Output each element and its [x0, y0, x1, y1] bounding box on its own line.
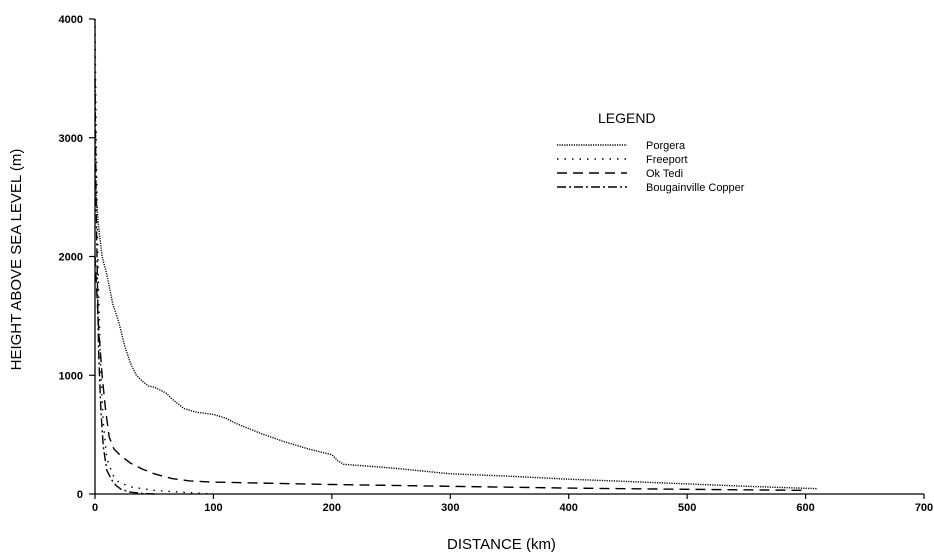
y-tick-label: 1000	[59, 370, 83, 382]
x-tick-label: 500	[678, 502, 696, 514]
legend-label-freeport: Freeport	[646, 154, 688, 166]
series-line-freeport	[94, 18, 214, 495]
legend-label-bougainville-copper: Bougainville Copper	[646, 182, 745, 194]
series-line-porgera	[94, 173, 818, 490]
x-tick-label: 700	[915, 502, 933, 514]
x-axis-title: DISTANCE (km)	[447, 536, 556, 553]
x-tick-label: 200	[323, 502, 341, 514]
legend-title: LEGEND	[598, 110, 656, 126]
y-tick-label: 4000	[59, 14, 83, 26]
x-tick-label: 300	[441, 502, 459, 514]
x-tick-label: 600	[796, 502, 814, 514]
y-tick-label: 3000	[59, 133, 83, 145]
x-tick-label: 100	[204, 502, 222, 514]
legend-label-porgera: Porgera	[646, 140, 686, 152]
y-tick-label: 2000	[59, 252, 83, 264]
series-line-ok-tedi	[94, 256, 806, 492]
y-axis-title: HEIGHT ABOVE SEA LEVEL (m)	[8, 149, 25, 371]
x-tick-label: 400	[560, 502, 578, 514]
legend-label-ok-tedi: Ok Tedi	[646, 168, 683, 180]
series-line-bougainville-copper	[94, 78, 155, 495]
x-tick-label: 0	[92, 502, 98, 514]
y-tick-label: 0	[77, 489, 83, 501]
